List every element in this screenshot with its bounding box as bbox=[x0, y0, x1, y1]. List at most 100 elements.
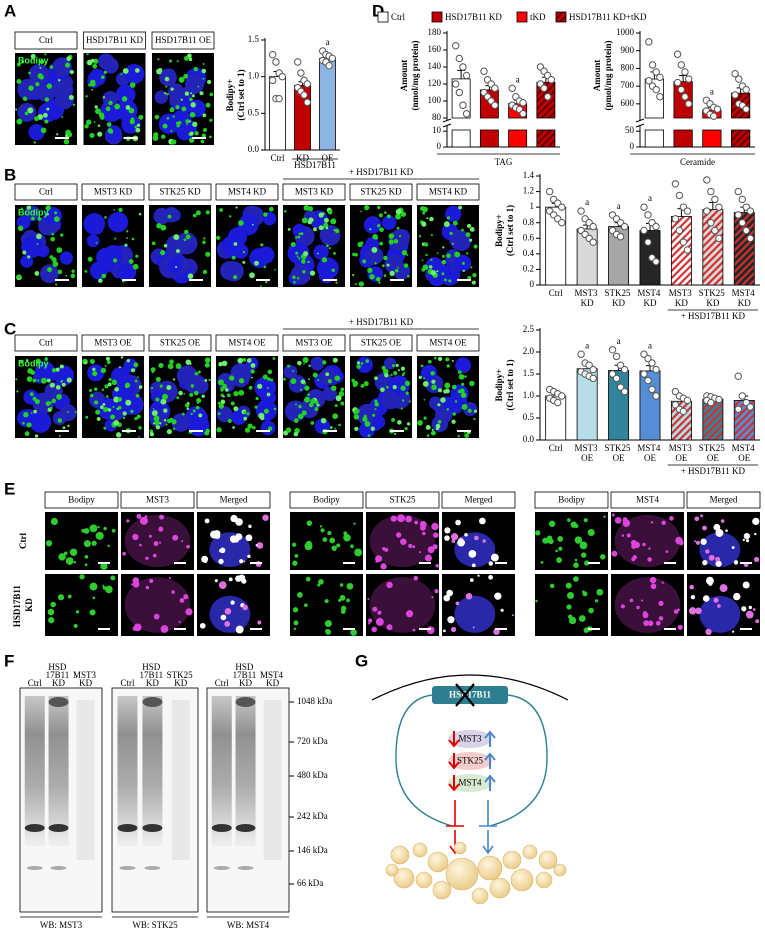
nucleus bbox=[316, 257, 339, 280]
x-axis-label: TAG bbox=[495, 157, 513, 167]
lipid-droplet bbox=[107, 128, 113, 134]
lipid-droplet bbox=[60, 233, 64, 237]
y-tick-label: 0.0 bbox=[523, 434, 535, 444]
lipid-droplet bbox=[155, 376, 161, 382]
droplet bbox=[715, 560, 722, 567]
text-line: MST4 bbox=[732, 288, 757, 298]
lipid-droplet bbox=[397, 266, 400, 269]
droplet bbox=[549, 583, 555, 589]
lipid-droplet bbox=[334, 228, 340, 234]
image-header: MST4 KD bbox=[429, 187, 468, 197]
lipid-droplet bbox=[406, 253, 409, 256]
y-axis-label: (Ctrl set to 1) bbox=[236, 69, 246, 120]
lipid-droplet bbox=[246, 412, 250, 416]
y-axis-label: Amount bbox=[399, 60, 409, 92]
droplet bbox=[111, 528, 116, 533]
lipid-droplet bbox=[28, 71, 31, 75]
data-point bbox=[278, 72, 286, 81]
lipid-droplet bbox=[290, 378, 297, 385]
lipid-droplet bbox=[46, 213, 49, 216]
lipid-droplet bbox=[340, 387, 345, 392]
image-header: MST3 OE bbox=[295, 338, 333, 348]
droplet bbox=[102, 584, 105, 587]
lipid-droplet bbox=[207, 79, 212, 85]
lipid-droplet bbox=[138, 426, 142, 430]
lipid-droplet bbox=[28, 208, 30, 210]
lipid-droplet bbox=[260, 243, 264, 247]
lipid-drop bbox=[471, 887, 489, 905]
droplet bbox=[488, 574, 493, 580]
droplet bbox=[204, 518, 210, 524]
lipid-droplet bbox=[360, 383, 365, 388]
stain-label: Bodipy bbox=[18, 207, 49, 217]
lipid-droplet bbox=[218, 403, 225, 409]
lipid-droplet bbox=[235, 206, 238, 209]
lipid-droplet bbox=[188, 57, 193, 62]
lipid-drop bbox=[390, 845, 410, 865]
lipid-droplet bbox=[92, 367, 96, 371]
droplet bbox=[546, 535, 553, 541]
lipid-drop bbox=[415, 871, 433, 889]
droplet bbox=[329, 537, 336, 544]
droplet bbox=[556, 557, 562, 563]
lipid-droplet bbox=[417, 419, 423, 426]
y-tick-label: 700 bbox=[621, 80, 635, 90]
data-point bbox=[462, 71, 471, 80]
lipid-droplet bbox=[188, 120, 192, 123]
data-point bbox=[684, 100, 693, 108]
lipid-droplet bbox=[371, 246, 378, 253]
lipid-droplet bbox=[113, 208, 116, 211]
lipid-droplet bbox=[166, 92, 169, 96]
lipid-droplet bbox=[427, 359, 432, 364]
nucleus bbox=[699, 595, 741, 633]
lipid-droplet bbox=[217, 401, 221, 405]
droplet bbox=[247, 554, 251, 558]
droplet bbox=[588, 607, 594, 614]
data-point bbox=[735, 75, 743, 83]
lipid-droplet bbox=[309, 270, 316, 276]
down-arrow bbox=[448, 753, 460, 770]
lipid-droplet bbox=[186, 123, 188, 126]
lipid-droplet bbox=[117, 405, 122, 410]
lipid-droplet bbox=[254, 405, 258, 409]
lipid-droplet bbox=[445, 357, 450, 362]
lipid-droplet bbox=[270, 378, 274, 382]
data-point bbox=[671, 387, 680, 396]
droplet bbox=[181, 540, 184, 543]
image-header-box bbox=[534, 491, 609, 509]
droplet bbox=[48, 617, 55, 624]
lipid-droplet bbox=[467, 276, 472, 280]
droplet bbox=[132, 533, 139, 541]
nucleus bbox=[292, 223, 307, 238]
lipid-droplet bbox=[464, 375, 467, 378]
lipid-droplet bbox=[181, 412, 185, 416]
lipid-droplet bbox=[263, 212, 268, 217]
lipid-droplet bbox=[397, 369, 400, 372]
lipid-droplet bbox=[54, 211, 58, 215]
nucleus bbox=[313, 244, 329, 260]
y-tick-label: 1.2 bbox=[523, 186, 534, 196]
droplet bbox=[305, 540, 312, 548]
lipid-droplet bbox=[426, 434, 430, 437]
lipid-droplet bbox=[220, 399, 226, 405]
nucleus bbox=[290, 264, 311, 285]
lipid-droplet bbox=[334, 404, 338, 407]
droplet bbox=[210, 530, 218, 539]
droplet bbox=[218, 581, 227, 589]
y-tick-label: 0 bbox=[630, 141, 635, 151]
lipid-droplet bbox=[162, 123, 168, 129]
lipid-droplet bbox=[121, 96, 128, 102]
data-point bbox=[491, 101, 499, 109]
lipid-droplet bbox=[133, 362, 139, 368]
lipid-droplet bbox=[440, 397, 446, 403]
lipid-droplet bbox=[15, 108, 18, 111]
nucleus bbox=[59, 251, 73, 265]
droplet bbox=[669, 516, 674, 521]
marker-label: 242 kDa bbox=[297, 811, 328, 821]
droplet bbox=[693, 540, 696, 543]
text-line: OE bbox=[707, 453, 719, 463]
lipid-droplet bbox=[52, 261, 59, 267]
data-point bbox=[715, 234, 723, 242]
droplet bbox=[214, 579, 218, 583]
lipid-droplet bbox=[242, 260, 246, 264]
